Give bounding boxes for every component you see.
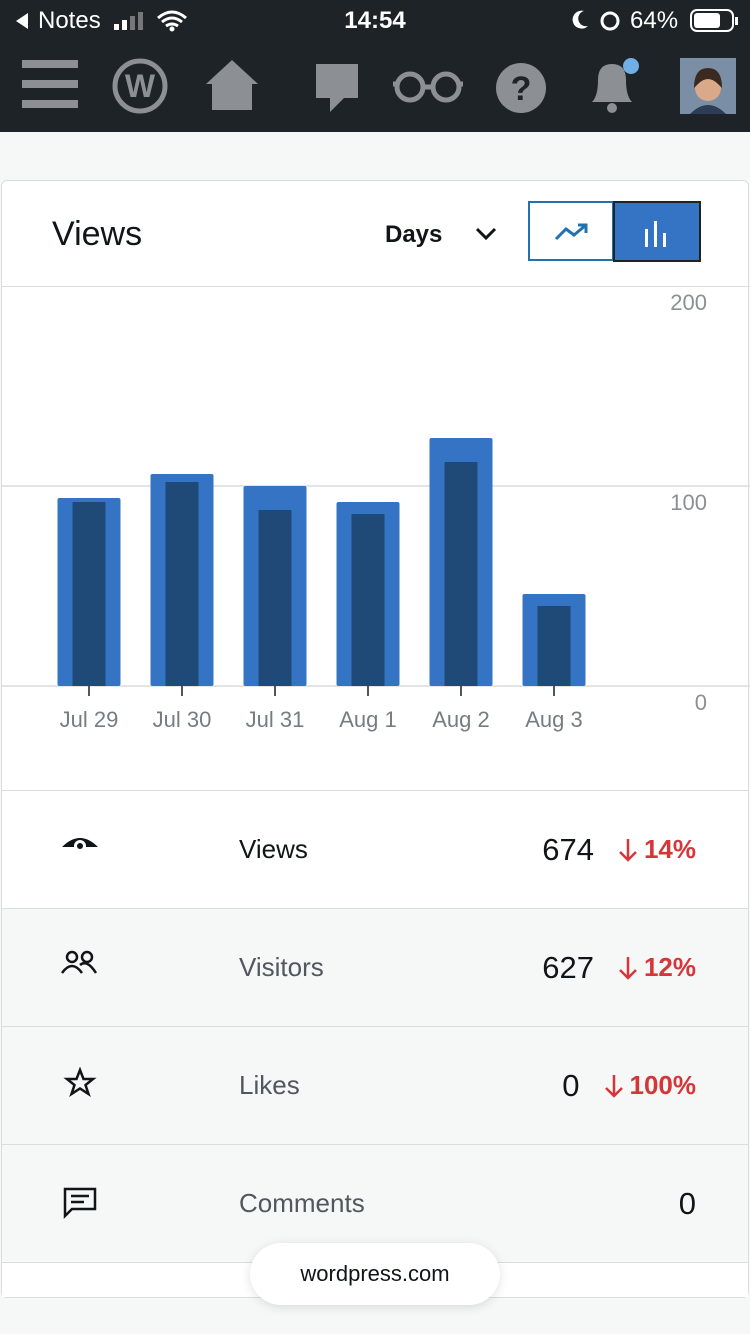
stat-value: 627	[542, 949, 594, 985]
bar-toggle[interactable]	[613, 201, 701, 262]
stat-row[interactable]: Visitors 627 12%	[2, 908, 748, 1026]
help[interactable]: ?	[496, 63, 546, 113]
svg-text:W: W	[125, 68, 156, 104]
battery-level: 64%	[630, 7, 679, 34]
domain-pill[interactable]: wordpress.com	[250, 1243, 500, 1305]
bar	[165, 482, 199, 686]
app-header: Notes 14:54 64% W ?	[0, 0, 750, 132]
stats-card: Views Days 0 100 200 Jul 29 Jul 30 Jul 31 Aug …	[1, 180, 750, 1298]
avatar[interactable]	[680, 58, 736, 114]
signal-wifi	[114, 10, 187, 32]
bar	[537, 606, 571, 686]
x-tick-label: Aug 1	[339, 707, 397, 732]
svg-text:?: ?	[511, 70, 532, 108]
stat-change: 14%	[643, 834, 696, 864]
stat-change: 100%	[629, 1070, 697, 1100]
comment-icon	[63, 1187, 97, 1219]
stat-value: 0	[678, 1185, 696, 1221]
y-tick-label: 0	[695, 690, 707, 715]
down-arrow	[619, 956, 637, 980]
down-arrow	[619, 838, 637, 862]
bar	[72, 502, 106, 686]
bar	[444, 462, 478, 686]
eye-icon	[62, 838, 98, 852]
reader[interactable]	[393, 71, 463, 103]
battery-icon	[690, 9, 738, 32]
stat-value: 0	[562, 1067, 580, 1103]
bar	[258, 510, 292, 686]
card-title: Views	[52, 215, 143, 253]
stat-row[interactable]: Comments 0	[2, 1144, 748, 1262]
home[interactable]	[206, 60, 258, 110]
stat-label: Comments	[239, 1188, 365, 1218]
reader-comments[interactable]	[316, 64, 358, 112]
notifications[interactable]	[592, 58, 639, 113]
stat-label: Likes	[239, 1070, 300, 1100]
x-tick-label: Jul 30	[153, 707, 212, 732]
y-tick-label: 100	[670, 490, 707, 515]
y-tick-label: 200	[670, 290, 707, 315]
back-app[interactable]: Notes	[38, 7, 101, 34]
nav-icons: W ?	[22, 58, 736, 114]
clock: 14:54	[344, 7, 406, 34]
people-icon	[60, 950, 98, 974]
stat-label: Visitors	[239, 952, 324, 982]
stat-value: 674	[542, 831, 594, 867]
bar	[351, 514, 385, 686]
stat-row[interactable]: Views 674 14%	[2, 790, 748, 908]
x-tick-label: Aug 2	[432, 707, 490, 732]
menu[interactable]	[22, 60, 78, 108]
status-icons	[572, 10, 620, 31]
star-icon	[63, 1067, 97, 1097]
dropdown-chevron	[475, 227, 497, 241]
x-tick-label: Aug 3	[525, 707, 583, 732]
back-icon	[16, 13, 28, 29]
down-arrow	[604, 1074, 623, 1098]
chart-toggle	[528, 201, 701, 262]
x-tick-label: Jul 29	[60, 707, 119, 732]
wordpress-logo[interactable]: W	[112, 58, 168, 114]
bar-chart: 0 100 200 Jul 29 Jul 30 Jul 31 Aug 1 Aug 2 Aug 3	[1, 286, 750, 732]
period-select[interactable]: Days	[385, 221, 443, 248]
stat-row[interactable]: Likes 0 100%	[2, 1026, 748, 1144]
stat-label: Views	[239, 834, 308, 864]
x-tick-label: Jul 31	[246, 707, 305, 732]
stat-change: 12%	[643, 952, 696, 982]
